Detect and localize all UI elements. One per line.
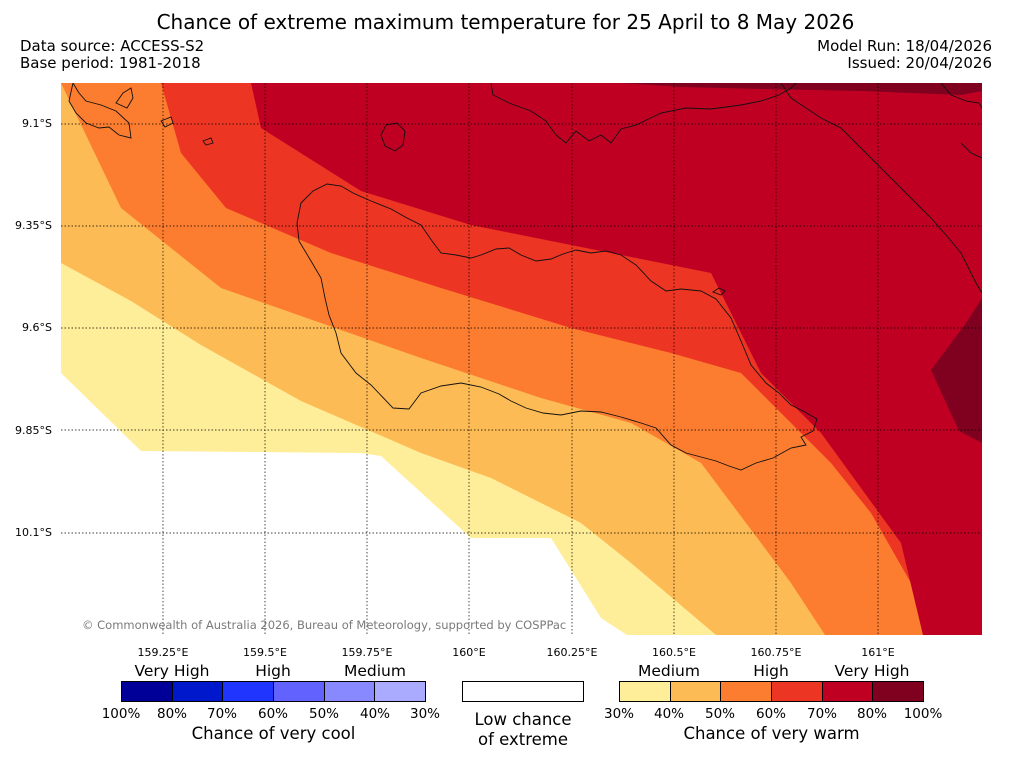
cool-tick: 30% (409, 706, 440, 722)
warm-category-high: High (753, 662, 789, 680)
lon-label: 160.25°E (546, 646, 598, 659)
graticule (61, 83, 982, 635)
model-run: Model Run: 18/04/2026 (817, 37, 992, 55)
base-period: Base period: 1981-2018 (20, 54, 201, 72)
cool-swatch (172, 682, 224, 701)
cool-tick: 50% (308, 706, 339, 722)
warm-tick: 70% (806, 706, 837, 722)
cool-tick: 40% (359, 706, 390, 722)
coast-east-b (960, 142, 982, 159)
coast-florida (490, 83, 797, 144)
warm-tick: 30% (603, 706, 634, 722)
lat-label: 9.6°S (22, 321, 52, 334)
zone-warm-70-80 (251, 83, 982, 635)
issued-date: Issued: 20/04/2026 (847, 54, 992, 72)
warm-tick: 50% (704, 706, 735, 722)
cool-category-medium: Medium (344, 662, 406, 680)
coast-guadalcanal (296, 183, 818, 471)
cool-swatch (324, 682, 376, 701)
warm-tick: 40% (653, 706, 684, 722)
lat-label: 9.1°S (22, 117, 52, 130)
cool-category-very-high: Very High (134, 662, 210, 680)
lon-label: 160.75°E (750, 646, 802, 659)
cool-category-high: High (255, 662, 291, 680)
warm-tick: 100% (903, 706, 943, 722)
warm-swatch (772, 682, 823, 701)
cool-swatch (223, 682, 275, 701)
lon-label: 161°E (861, 646, 895, 659)
forecast-map[interactable] (61, 83, 982, 635)
low-chance-line1: Low chance (474, 710, 572, 729)
lon-label: 159.25°E (137, 646, 189, 659)
lat-label: 10.1°S (15, 526, 52, 539)
lon-label: 160°E (452, 646, 486, 659)
lat-label: 9.35°S (15, 219, 52, 232)
cool-tick: 60% (257, 706, 288, 722)
cool-swatch (122, 682, 173, 701)
coast-islet-b (202, 137, 214, 146)
cool-tick: 70% (206, 706, 237, 722)
warm-swatch (670, 682, 722, 701)
warm-tick: 60% (755, 706, 786, 722)
low-chance-swatch (462, 681, 584, 702)
cool-tick: 80% (156, 706, 187, 722)
zone-warm-80-100-east (931, 298, 982, 443)
lon-label: 159.5°E (243, 646, 287, 659)
lon-label: 160.5°E (652, 646, 696, 659)
warm-category-medium: Medium (638, 662, 700, 680)
map-title: Chance of extreme maximum temperature fo… (156, 10, 855, 34)
coast-small-island (712, 287, 726, 296)
coast-russell-b (115, 87, 134, 109)
warm-swatch (721, 682, 773, 701)
warm-swatch (873, 682, 924, 701)
meta-left: Data source: ACCESS-S2 Base period: 1981… (20, 38, 204, 72)
lat-label: 9.85°S (15, 424, 52, 437)
cool-tick: 100% (101, 706, 141, 722)
cool-swatch (375, 682, 426, 701)
meta-right: Model Run: 18/04/2026 Issued: 20/04/2026 (817, 38, 992, 72)
warm-colorbar (619, 681, 924, 702)
copyright-notice: © Commonwealth of Australia 2026, Bureau… (82, 618, 567, 632)
low-chance-label: Low chance of extreme (443, 710, 603, 750)
cool-colorbar (121, 681, 426, 702)
warm-category-very-high: Very High (834, 662, 910, 680)
low-chance-line2: of extreme (477, 730, 569, 749)
warm-caption: Chance of very warm (683, 724, 860, 743)
warm-swatch (620, 682, 671, 701)
warm-tick: 80% (856, 706, 887, 722)
coast-malaita (780, 83, 982, 294)
cool-caption: Chance of very cool (191, 724, 356, 743)
lon-label: 159.75°E (341, 646, 393, 659)
warm-swatch (822, 682, 874, 701)
coast-east-a (940, 83, 982, 109)
coast-islet-a (160, 116, 174, 128)
zone-warm-80-100 (621, 83, 982, 95)
cool-swatch (274, 682, 325, 701)
data-source: Data source: ACCESS-S2 (20, 37, 205, 55)
coast-russell (68, 83, 132, 139)
